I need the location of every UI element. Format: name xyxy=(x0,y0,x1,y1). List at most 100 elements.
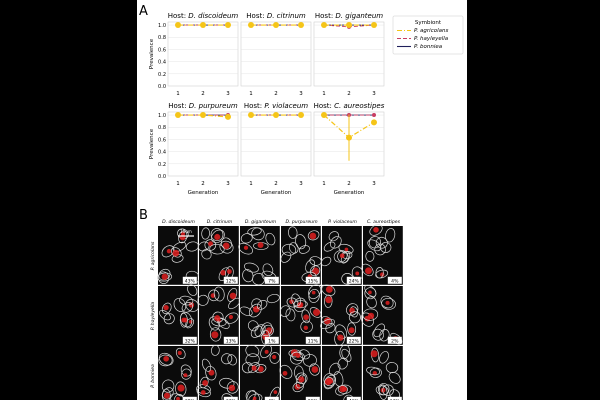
amoeba-cell-outline xyxy=(324,294,333,308)
amoeba-cell-outline xyxy=(334,330,345,346)
subplot-title-host: D. citrinum xyxy=(267,12,306,20)
subplot-title-prefix: Host: xyxy=(168,102,189,110)
bacteria-signal xyxy=(339,385,346,393)
micrograph-cells xyxy=(238,227,277,286)
bacteria-signal xyxy=(166,248,172,254)
figure-svg: A Host: D. discoideum1.00.80.60.40.20.0P… xyxy=(139,4,464,400)
micrograph-row-label: P. hayleyella xyxy=(150,302,156,331)
amoeba-cell-outline xyxy=(338,243,354,254)
amoeba-cell-outline xyxy=(181,368,192,380)
amoeba-cell-outline xyxy=(158,268,171,281)
x-tick-label: 1 xyxy=(322,181,326,187)
percent-badge xyxy=(305,336,320,344)
x-tick-label: 2 xyxy=(274,91,278,97)
amoeba-cell-outline xyxy=(158,354,173,367)
amoeba-cell-outline xyxy=(227,354,237,366)
micrograph-column-label: D. citrinum xyxy=(207,219,233,225)
percent-badge xyxy=(305,276,320,284)
amoeba-cell-outline xyxy=(247,320,259,332)
data-point xyxy=(372,113,376,118)
amoeba-cell-outline xyxy=(260,344,272,359)
bacteria-signal xyxy=(309,232,317,240)
data-point xyxy=(371,22,377,29)
amoeba-cell-outline xyxy=(175,381,187,397)
series-0 xyxy=(248,112,304,119)
bacteria-signal xyxy=(337,334,344,341)
bacteria-signal xyxy=(298,376,305,383)
data-point xyxy=(248,112,254,119)
series-0 xyxy=(321,22,377,29)
bacteria-signal xyxy=(179,234,186,241)
micrograph-background xyxy=(158,286,198,345)
subplot-6: Host: C. aureostipes 1 2 3 Generation xyxy=(314,102,385,196)
panel-b-micrographs: D. discoideum D. citrinum D. giganteum D. p… xyxy=(150,219,403,400)
amoeba-cell-outline xyxy=(292,381,304,393)
bacteria-signal xyxy=(220,269,226,276)
amoeba-cell-outline xyxy=(321,256,332,267)
bacteria-signal xyxy=(228,384,236,392)
bacteria-signal xyxy=(311,366,319,373)
bacteria-signal xyxy=(364,267,372,275)
percent-label: 24% xyxy=(349,278,360,284)
data-point xyxy=(175,22,181,29)
bacteria-signal xyxy=(226,269,232,274)
amoeba-cell-outline xyxy=(285,308,296,322)
scale-bar-label: 10um xyxy=(180,229,192,234)
bacteria-signal xyxy=(181,317,187,323)
micrograph-cell: 2% xyxy=(360,284,403,345)
amoeba-cell-outline xyxy=(226,381,239,394)
bacteria-signal xyxy=(211,331,219,339)
legend-entry-label: P. bonniea xyxy=(414,44,443,50)
y-tick-label: 0.0 xyxy=(158,84,166,90)
bacteria-signal xyxy=(214,315,221,322)
micrograph-cell: 4% xyxy=(361,224,403,285)
amoeba-cell-outline xyxy=(173,393,184,400)
panel-a-label: A xyxy=(139,4,148,19)
micrograph-column-label: P. violaceum xyxy=(328,219,357,225)
amoeba-cell-outline xyxy=(221,393,234,400)
percent-label: 21% xyxy=(308,398,319,400)
legend-title: Symbiont xyxy=(415,20,442,26)
micrograph-cells xyxy=(279,349,320,393)
micrograph-cell: 12% xyxy=(197,226,239,285)
amoeba-cell-outline xyxy=(209,243,225,255)
amoeba-cell-outline xyxy=(295,372,308,385)
series-0 xyxy=(321,112,377,161)
amoeba-cell-outline xyxy=(247,362,260,373)
amoeba-cell-outline xyxy=(224,312,239,324)
data-point xyxy=(346,22,352,29)
y-tick-label: 0.0 xyxy=(158,174,166,180)
data-point xyxy=(225,113,231,120)
x-tick-label: 2 xyxy=(347,181,351,187)
amoeba-cell-outline xyxy=(381,297,396,310)
bacteria-signal xyxy=(370,350,378,358)
amoeba-cell-outline xyxy=(279,305,291,318)
bacteria-signal xyxy=(177,350,182,356)
amoeba-cell-outline xyxy=(291,351,305,361)
micrograph-cells xyxy=(196,344,239,400)
amoeba-cell-outline xyxy=(248,393,263,400)
micrograph-cells xyxy=(323,344,354,400)
data-point xyxy=(200,22,206,29)
micrograph-cell: 7% xyxy=(238,226,280,286)
percent-label: 7% xyxy=(268,278,276,284)
bacteria-signal xyxy=(177,384,185,392)
y-tick-label: 0.6 xyxy=(158,137,166,143)
data-point xyxy=(273,112,279,119)
subplot-5: Host: P. violaceum 1 2 3 Generation xyxy=(240,102,312,196)
amoeba-cell-outline xyxy=(300,320,313,333)
micrograph-column-label: D. giganteum xyxy=(245,219,277,225)
amoeba-cell-outline xyxy=(161,388,171,400)
amoeba-cell-outline xyxy=(307,230,320,241)
amoeba-cell-outline xyxy=(291,293,302,307)
bacteria-signal xyxy=(348,327,355,334)
bacteria-signal xyxy=(385,300,390,305)
micrograph-cells xyxy=(361,224,396,279)
amoeba-cell-outline xyxy=(228,297,241,310)
amoeba-cell-outline xyxy=(159,309,171,321)
amoeba-cell-outline xyxy=(175,347,186,359)
amoeba-cell-outline xyxy=(323,374,336,390)
micrograph-background xyxy=(240,226,280,285)
amoeba-cell-outline xyxy=(180,364,192,377)
micrograph-row-label: P. agricolans xyxy=(150,241,156,270)
